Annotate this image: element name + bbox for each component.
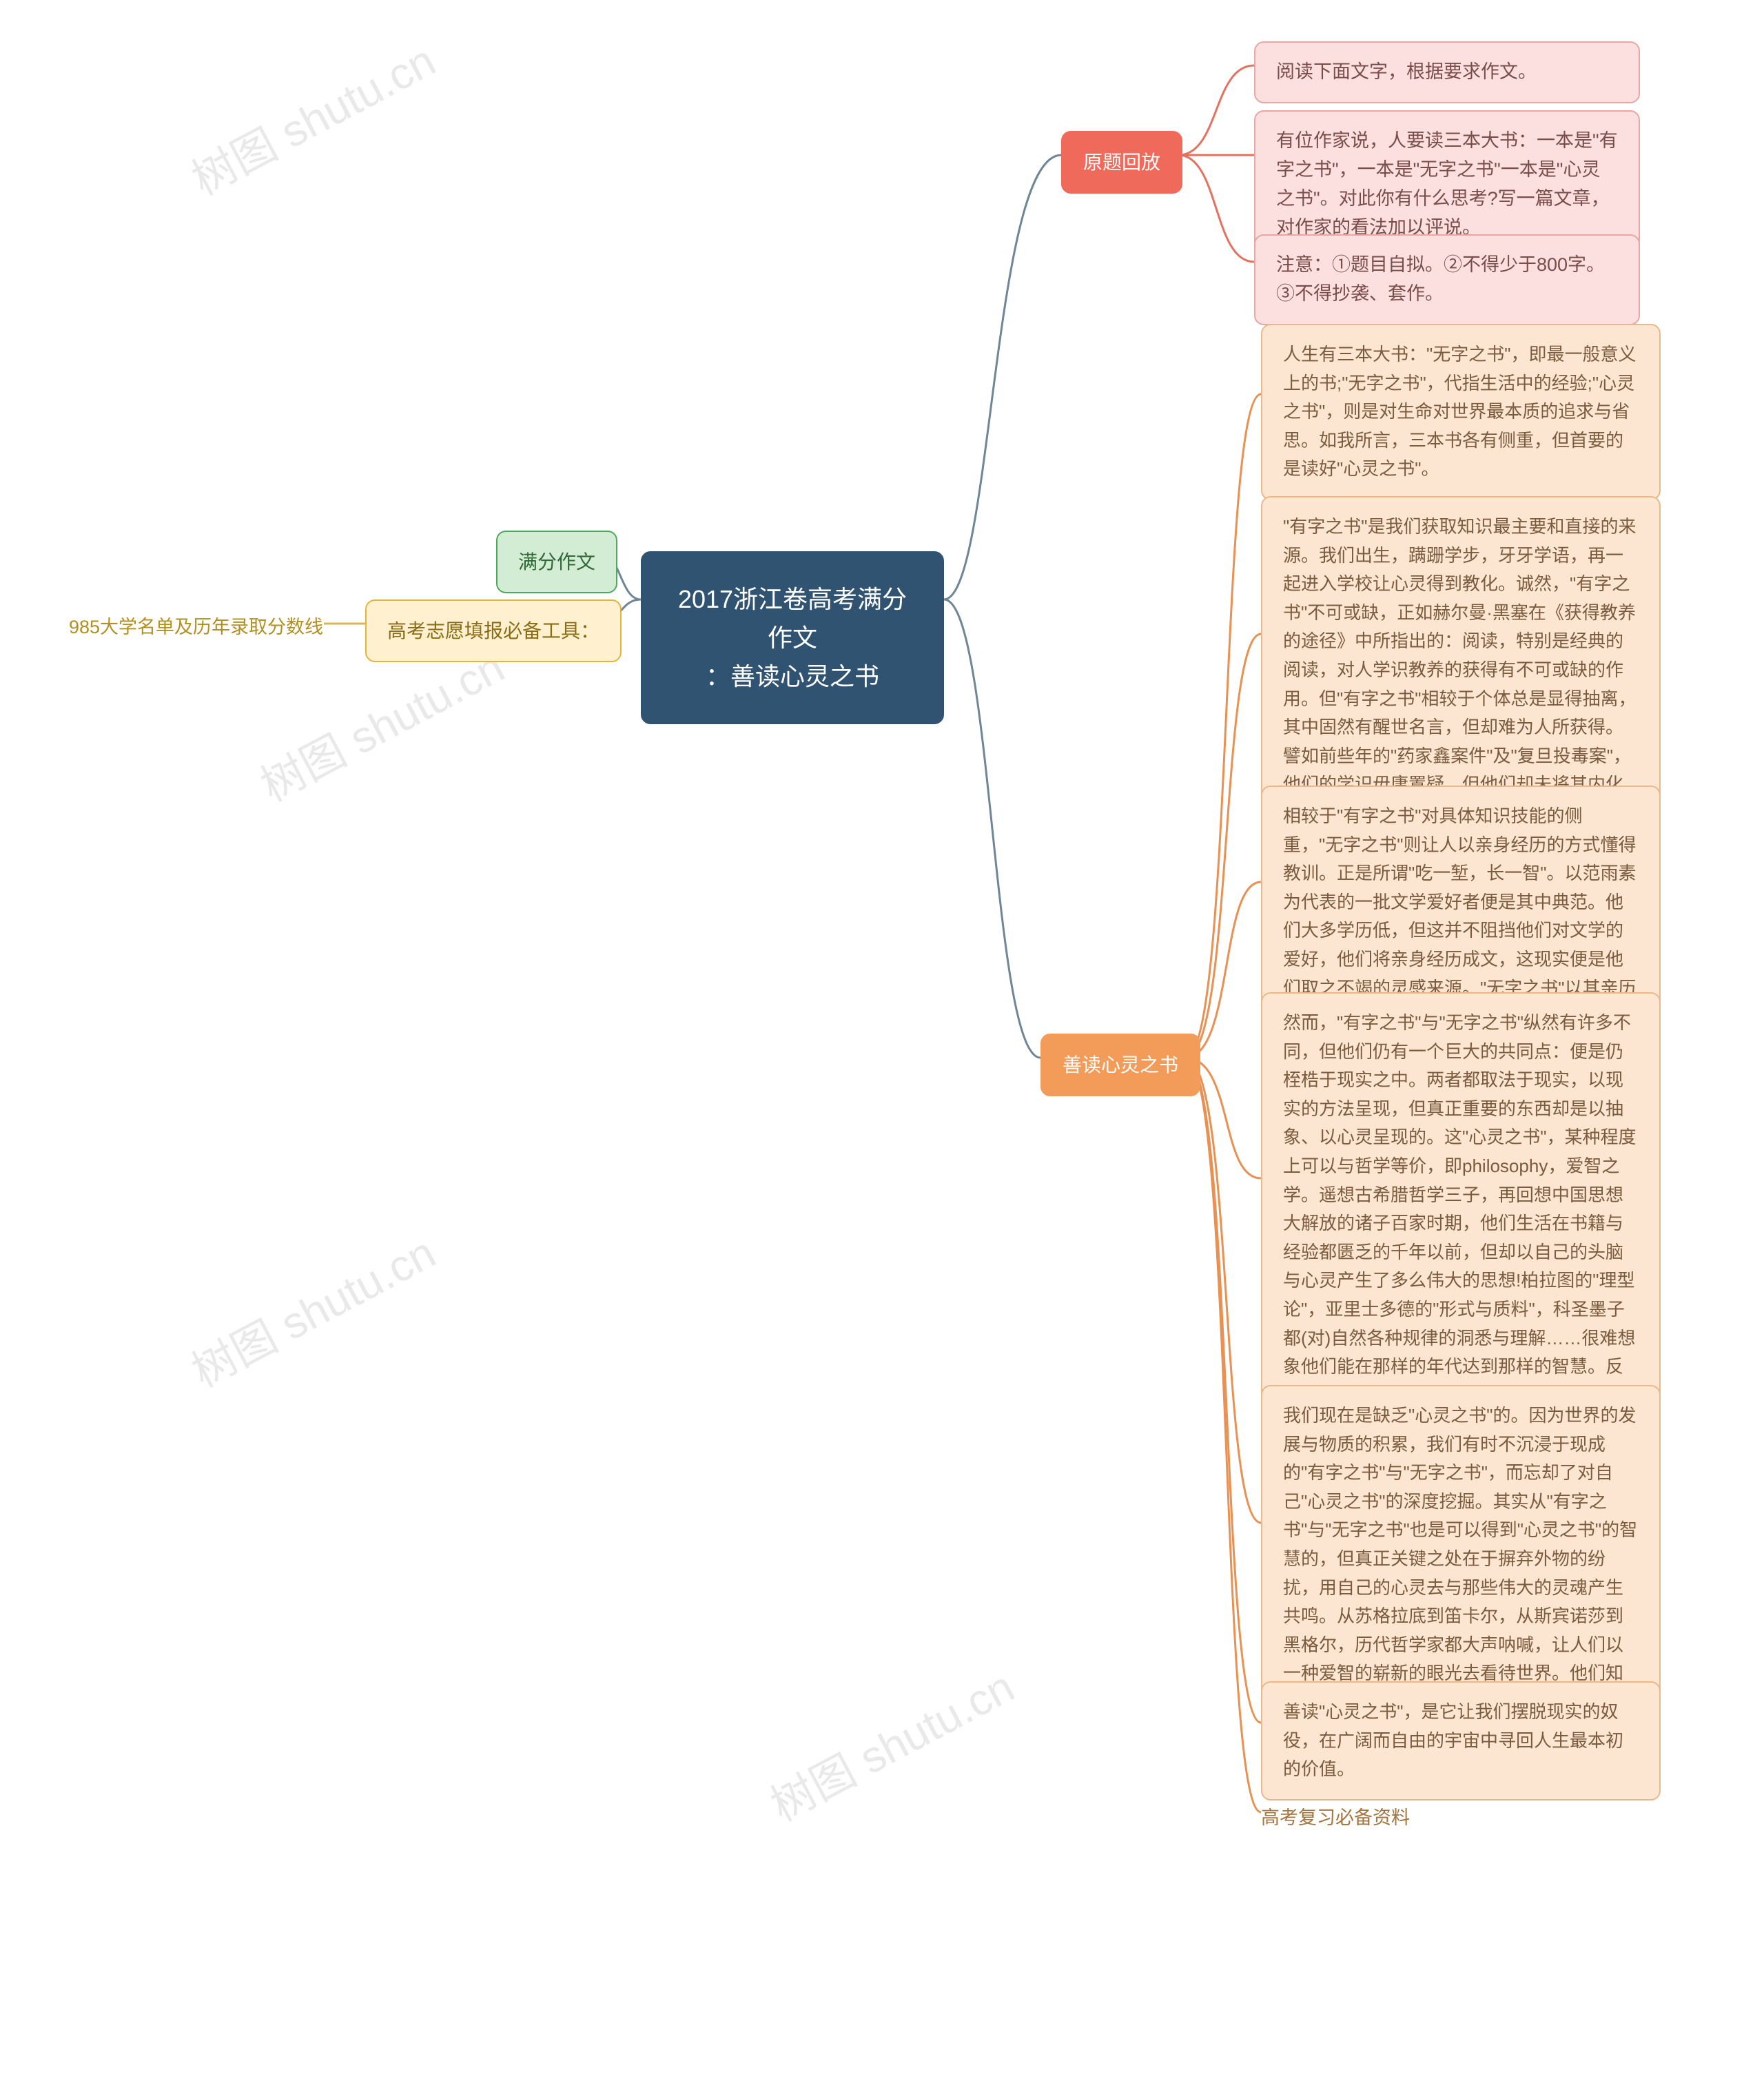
- watermark: 树图 shutu.cn: [179, 1218, 445, 1399]
- root-node[interactable]: 2017浙江卷高考满分作文 ：善读心灵之书: [641, 551, 944, 724]
- branch-orange[interactable]: 善读心灵之书: [1040, 1034, 1200, 1096]
- leaf-pink-1[interactable]: 阅读下面文字，根据要求作文。: [1254, 41, 1640, 103]
- leaf-peach-1[interactable]: 人生有三本大书："无字之书"，即最一般意义上的书;"无字之书"，代指生活中的经验…: [1261, 324, 1661, 500]
- branch-green[interactable]: 满分作文: [496, 531, 617, 593]
- leaf-peach-plain[interactable]: 高考复习必备资料: [1261, 1798, 1410, 1838]
- watermark: 树图 shutu.cn: [758, 1652, 1024, 1834]
- root-line-2: ：善读心灵之书: [668, 657, 916, 696]
- watermark: 树图 shutu.cn: [179, 26, 445, 207]
- branch-red[interactable]: 原题回放: [1061, 131, 1182, 194]
- branch-yellow[interactable]: 高考志愿填报必备工具：: [365, 599, 622, 662]
- root-line-1: 2017浙江卷高考满分作文: [668, 580, 916, 657]
- leaf-yellow[interactable]: 985大学名单及历年录取分数线: [69, 608, 323, 648]
- leaf-pink-3[interactable]: 注意：①题目自拟。②不得少于800字。③不得抄袭、套作。: [1254, 234, 1640, 325]
- leaf-peach-6[interactable]: 善读"心灵之书"，是它让我们摆脱现实的奴役，在广阔而自由的宇宙中寻回人生最本初的…: [1261, 1681, 1661, 1800]
